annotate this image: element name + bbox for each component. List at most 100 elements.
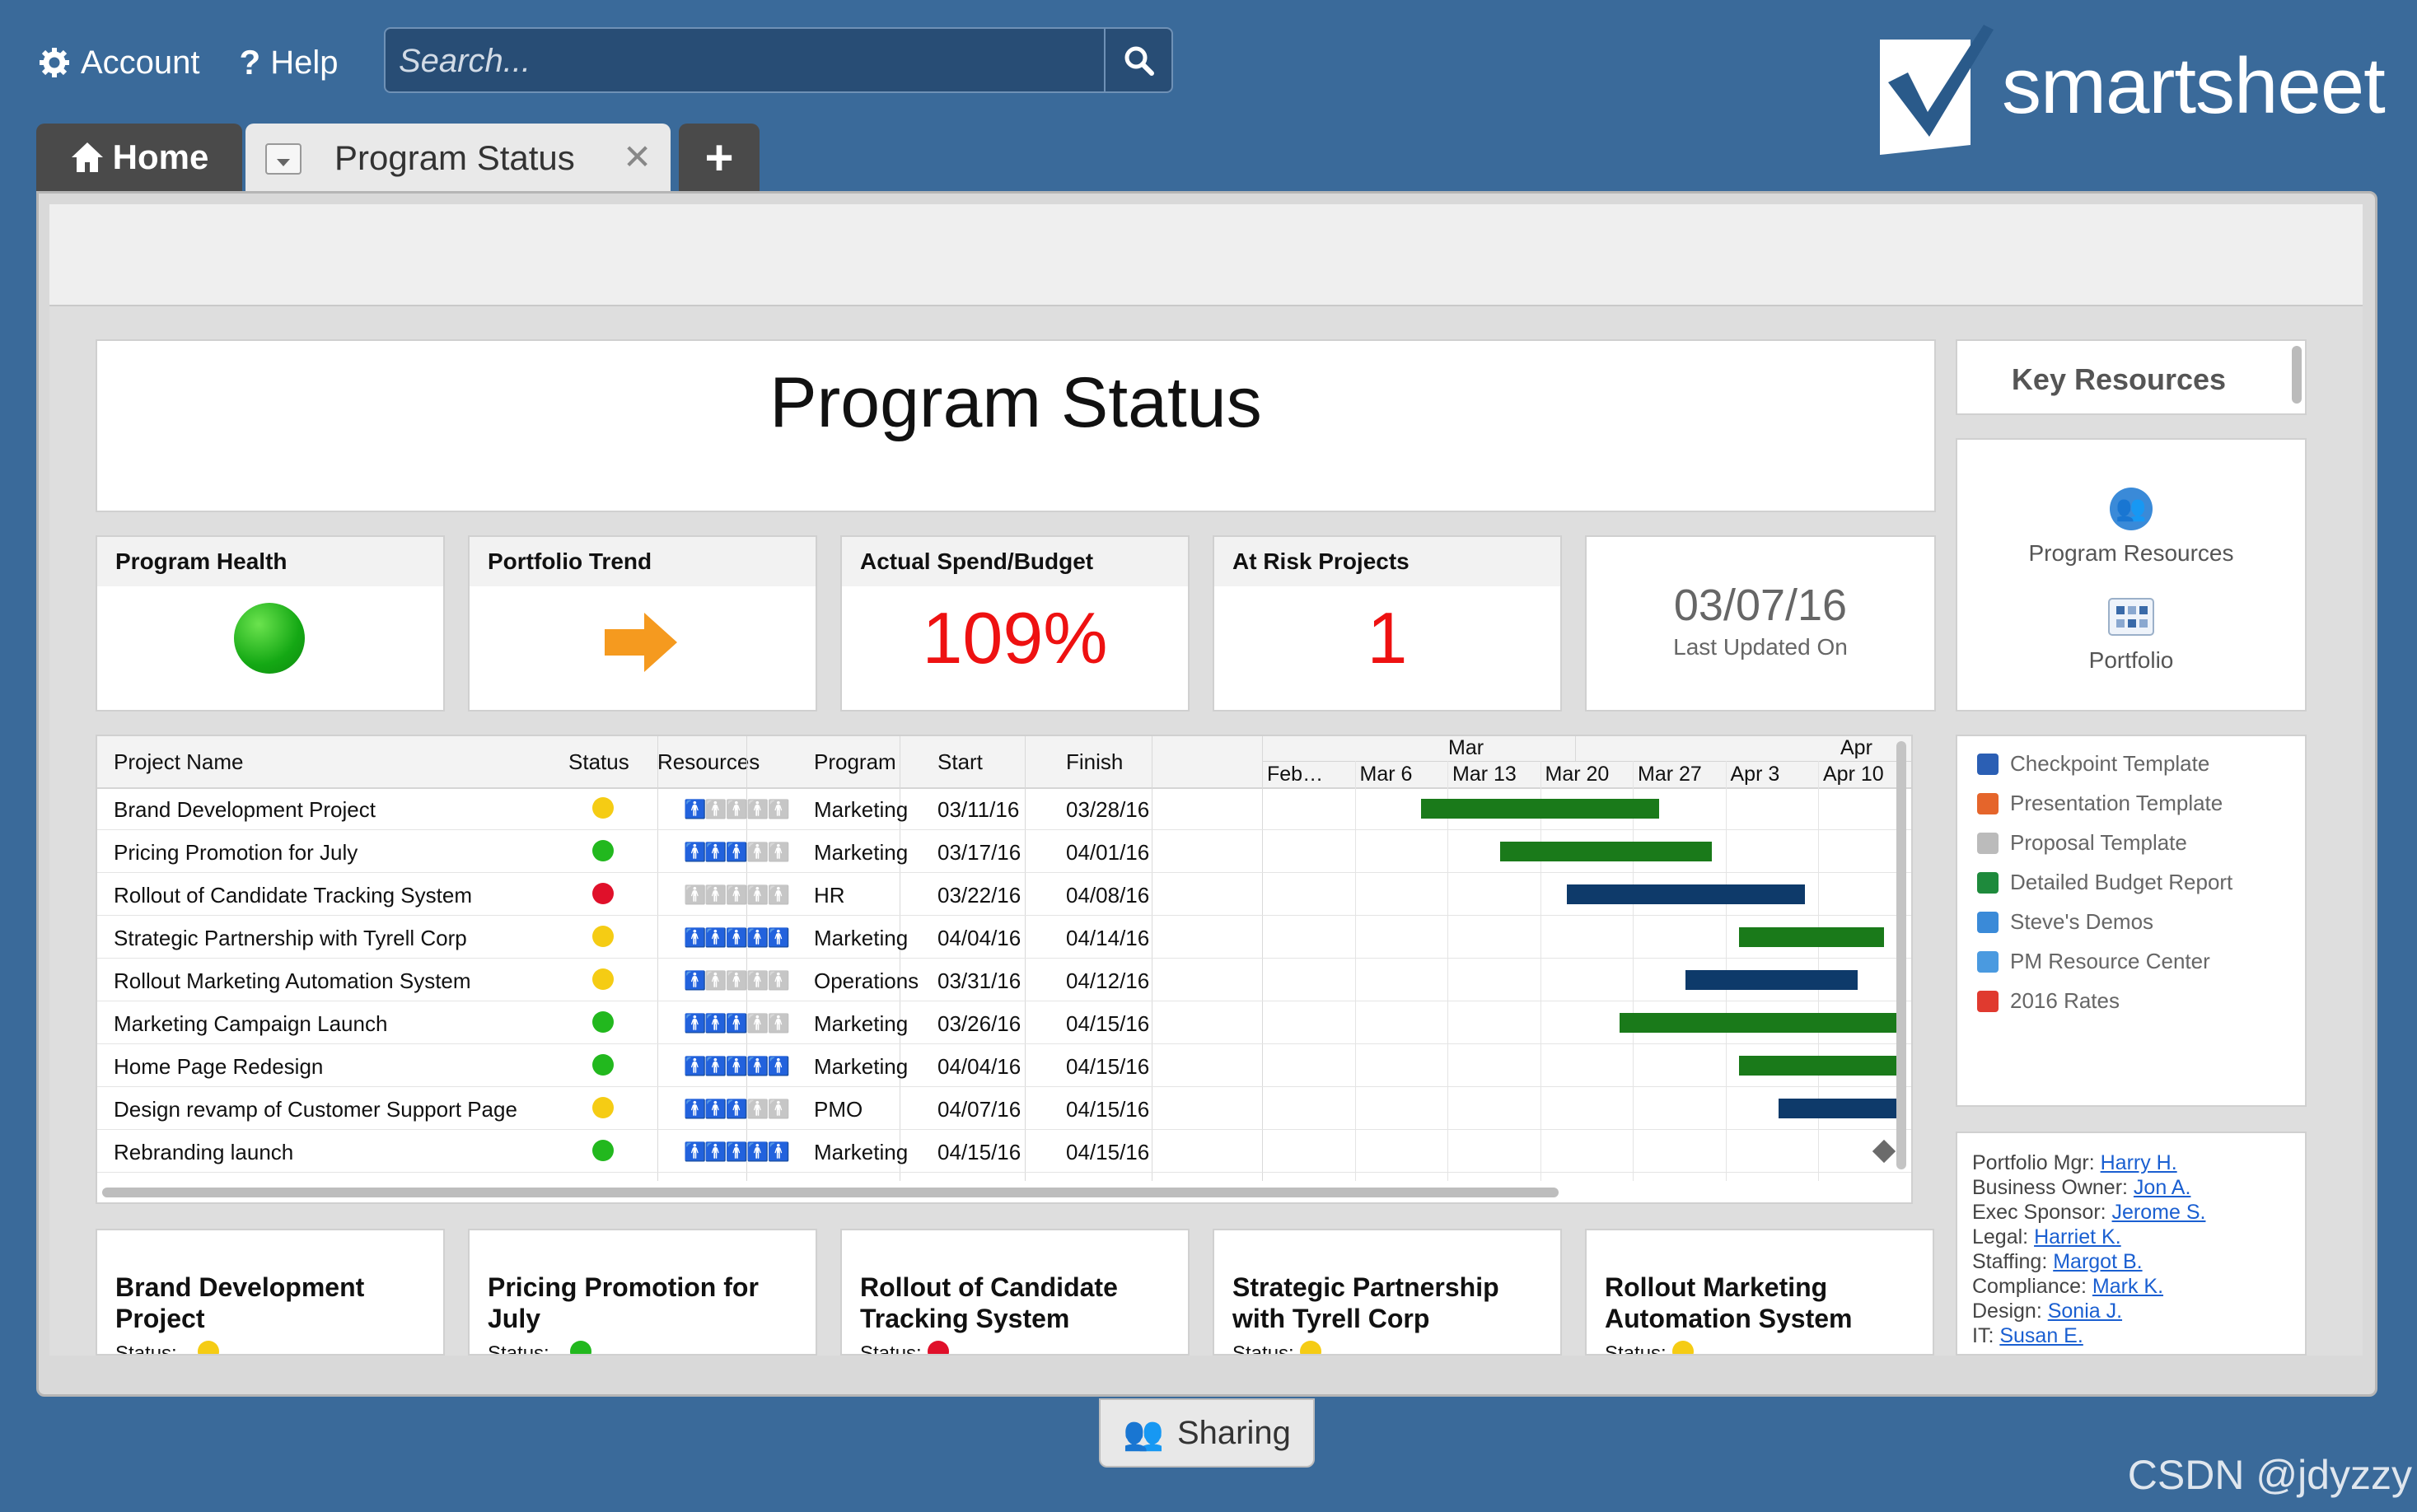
help-menu[interactable]: ? Help [240,43,339,82]
program-cell[interactable]: Marketing [814,797,909,822]
table-row[interactable]: Marketing Campaign Launch 🚹🚹🚹🚹🚹 Marketing 0… [97,1001,1911,1044]
gantt-bar[interactable] [1738,1056,1898,1076]
project-name-cell[interactable]: Rebranding launch [114,1140,294,1164]
resource-link[interactable]: 2016 Rates [1977,988,2120,1014]
contact-name-link[interactable]: Jon A. [2133,1176,2191,1199]
finish-cell[interactable]: 04/01/16 [1066,840,1150,865]
finish-cell[interactable]: 04/15/16 [1066,1140,1150,1164]
tab-home[interactable]: Home [36,124,242,191]
start-cell[interactable]: 03/31/16 [937,968,1021,993]
contact-row: Portfolio Mgr: Harry H. [1972,1151,2177,1175]
gantt-bar[interactable] [1420,799,1660,819]
program-cell[interactable]: Marketing [814,1011,909,1036]
sharing-label: Sharing [1176,1414,1291,1451]
col-header-finish[interactable]: Finish [1066,749,1124,774]
gantt-bar[interactable] [1619,1013,1898,1033]
project-name-cell[interactable]: Rollout of Candidate Tracking System [114,883,472,908]
milestone-diamond-icon[interactable] [1872,1139,1896,1164]
start-cell[interactable]: 04/07/16 [937,1097,1021,1122]
resources-icons: 🚹🚹🚹🚹🚹 [684,1056,790,1076]
finish-cell[interactable]: 04/12/16 [1066,968,1150,993]
account-menu[interactable]: Account [38,44,200,82]
col-header-start[interactable]: Start [937,749,983,774]
start-cell[interactable]: 04/04/16 [937,1054,1021,1079]
col-header-name[interactable]: Project Name [114,749,244,774]
resource-link[interactable]: Presentation Template [1977,791,2223,816]
gantt-bar[interactable] [1738,927,1885,947]
finish-cell[interactable]: 04/14/16 [1066,926,1150,950]
start-cell[interactable]: 04/04/16 [937,926,1021,950]
tab-program-status[interactable]: Program Status ✕ [245,124,671,191]
contact-name-link[interactable]: Susan E. [1999,1324,2083,1347]
resource-link-label: PM Resource Center [2010,949,2210,973]
col-header-status[interactable]: Status [568,749,629,774]
tab-dropdown-button[interactable] [265,143,302,175]
resource-link[interactable]: Proposal Template [1977,830,2187,856]
search-input[interactable] [397,37,1059,85]
table-row[interactable]: Design revamp of Customer Support Page 🚹🚹… [97,1087,1911,1130]
contact-row: Exec Sponsor: Jerome S. [1972,1201,2205,1225]
project-grid[interactable]: Project Name Status Resources Program St… [96,735,1913,1204]
finish-cell[interactable]: 04/15/16 [1066,1097,1150,1122]
contact-name-link[interactable]: Harry H. [2100,1151,2177,1174]
finish-cell[interactable]: 04/15/16 [1066,1011,1150,1036]
project-name-cell[interactable]: Strategic Partnership with Tyrell Corp [114,926,467,950]
program-cell[interactable]: Marketing [814,1140,909,1164]
gantt-bar[interactable] [1778,1099,1898,1118]
project-name-cell[interactable]: Rollout Marketing Automation System [114,968,471,993]
search-button[interactable] [1104,29,1171,91]
contact-name-link[interactable]: Margot B. [2053,1250,2143,1273]
contact-name-link[interactable]: Sonia J. [2047,1300,2123,1323]
project-name-cell[interactable]: Pricing Promotion for July [114,840,358,865]
start-cell[interactable]: 04/15/16 [937,1140,1021,1164]
finish-cell[interactable]: 04/08/16 [1066,883,1150,908]
table-row[interactable]: Strategic Partnership with Tyrell Corp 🚹🚹… [97,916,1911,959]
sharing-button[interactable]: 👥 Sharing [1099,1398,1315,1468]
program-cell[interactable]: Marketing [814,926,909,950]
start-cell[interactable]: 03/22/16 [937,883,1021,908]
sidebar-scrollbar[interactable] [2292,346,2302,404]
table-row[interactable]: Brand Development Project 🚹🚹🚹🚹🚹 Marketing 0… [97,787,1911,830]
arrow-right-icon [605,613,677,672]
project-card-title: Brand Development Project [115,1272,365,1333]
resource-link[interactable]: PM Resource Center [1977,949,2210,974]
start-cell[interactable]: 03/26/16 [937,1011,1021,1036]
contact-name-link[interactable]: Mark K. [2092,1275,2164,1298]
program-cell[interactable]: Operations [814,968,919,993]
table-row[interactable]: Rollout of Candidate Tracking System 🚹🚹🚹🚹… [97,873,1911,916]
gantt-bar[interactable] [1685,970,1858,990]
resource-link[interactable]: Checkpoint Template [1977,751,2209,777]
program-cell[interactable]: Marketing [814,1054,909,1079]
portfolio-link[interactable]: Portfolio [1957,598,2305,674]
start-cell[interactable]: 03/17/16 [937,840,1021,865]
project-name-cell[interactable]: Brand Development Project [114,797,376,822]
watermark: CSDN @jdyzzy [2127,1452,2412,1498]
table-row[interactable]: Rollout Marketing Automation System 🚹🚹🚹🚹🚹… [97,959,1911,1001]
add-tab-button[interactable]: + [679,124,760,191]
start-cell[interactable]: 03/11/16 [937,797,1020,822]
project-name-cell[interactable]: Home Page Redesign [114,1054,324,1079]
finish-cell[interactable]: 03/28/16 [1066,797,1150,822]
vertical-scrollbar[interactable] [1896,741,1906,1169]
program-cell[interactable]: Marketing [814,840,909,865]
resource-link[interactable]: Steve's Demos [1977,909,2153,935]
table-row[interactable]: Home Page Redesign 🚹🚹🚹🚹🚹 Marketing 04/04/16… [97,1044,1911,1087]
project-name-cell[interactable]: Marketing Campaign Launch [114,1011,388,1036]
table-row[interactable]: Rebranding launch 🚹🚹🚹🚹🚹 Marketing 04/15/16 0… [97,1130,1911,1173]
table-row[interactable]: Pricing Promotion for July 🚹🚹🚹🚹🚹 Marketing… [97,830,1911,873]
resource-link[interactable]: Detailed Budget Report [1977,870,2232,895]
contact-name-link[interactable]: Harriet K. [2034,1225,2121,1248]
gantt-bar[interactable] [1566,884,1805,904]
document-icon [1977,832,1999,854]
finish-cell[interactable]: 04/15/16 [1066,1054,1150,1079]
col-header-resources[interactable]: Resources [657,749,760,774]
program-cell[interactable]: HR [814,883,845,908]
close-icon[interactable]: ✕ [623,138,652,176]
col-header-program[interactable]: Program [814,749,896,774]
project-name-cell[interactable]: Design revamp of Customer Support Page [114,1097,517,1122]
gantt-bar[interactable] [1500,842,1713,861]
program-cell[interactable]: PMO [814,1097,863,1122]
program-resources-link[interactable]: 👥 Program Resources [1957,488,2305,567]
horizontal-scrollbar[interactable] [102,1188,1559,1197]
contact-name-link[interactable]: Jerome S. [2111,1201,2206,1224]
